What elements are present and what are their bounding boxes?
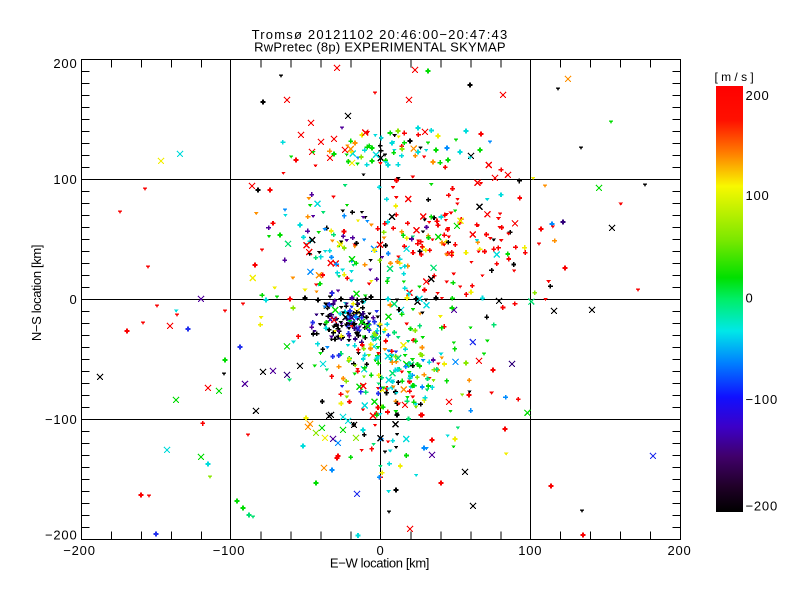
svg-text:−100: −100	[45, 412, 77, 427]
svg-text:−200: −200	[45, 528, 77, 543]
svg-text:100: 100	[53, 172, 77, 187]
svg-text:0: 0	[69, 292, 77, 307]
svg-text:100: 100	[518, 543, 542, 558]
svg-text:−200: −200	[63, 543, 95, 558]
svg-text:−200: −200	[746, 499, 778, 514]
svg-text:200: 200	[746, 88, 770, 103]
svg-text:−100: −100	[746, 392, 778, 407]
svg-text:−100: −100	[213, 543, 245, 558]
svg-text:E−W location [km]: E−W location [km]	[330, 556, 429, 571]
svg-text:200: 200	[667, 543, 691, 558]
svg-text:100: 100	[746, 188, 770, 203]
svg-text:0: 0	[376, 543, 384, 558]
svg-text:N−S location [km]: N−S location [km]	[29, 245, 44, 341]
svg-text:[m/s]: [m/s]	[715, 70, 758, 84]
svg-text:200: 200	[53, 56, 77, 71]
svg-text:0: 0	[746, 291, 754, 306]
svg-text:RwPretec (8p) EXPERIMENTAL SKY: RwPretec (8p) EXPERIMENTAL SKYMAP	[254, 40, 506, 55]
svg-text:Tromsø 20121102 20:46:00−20:47: Tromsø 20121102 20:46:00−20:47:43	[252, 27, 509, 42]
